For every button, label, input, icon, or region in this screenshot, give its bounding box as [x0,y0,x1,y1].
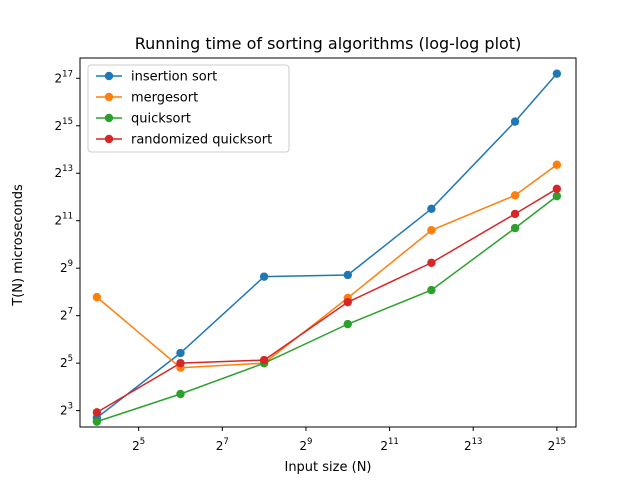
legend-label: mergesort [131,91,198,106]
data-point [427,285,436,295]
data-point [427,226,436,235]
y-tick-label: 25 [60,354,73,370]
data-point [176,389,185,399]
legend-label: randomized quicksort [131,133,272,148]
data-point [92,292,102,302]
y-tick-label: 23 [60,402,73,418]
legend-item: insertion sort [96,70,217,85]
chart-title: Running time of sorting algorithms (log-… [135,34,522,53]
legend-item: quicksort [96,112,191,127]
data-point [343,319,352,329]
y-tick-label: 215 [55,117,73,133]
data-point [427,204,436,214]
series-mergesort [92,160,562,372]
data-point [92,417,102,426]
data-point [510,223,520,233]
series-layer [92,69,562,426]
legend-label: insertion sort [131,70,217,85]
data-point [552,191,562,201]
y-tick-label: 217 [55,69,73,85]
legend-item: mergesort [96,91,198,106]
x-tick-label: 215 [548,437,566,453]
series-line [96,164,558,369]
legend-marker [104,113,114,123]
data-point [552,69,562,78]
data-point [510,191,520,200]
series-quicksort [92,191,562,426]
x-tick-label: 213 [464,437,482,453]
legend-label: quicksort [131,112,191,127]
data-point [510,209,520,219]
x-tick-label: 211 [380,437,398,453]
legend-marker [104,92,114,102]
series-line [96,188,558,414]
y-tick-label: 211 [55,212,73,228]
data-point [427,258,436,267]
y-tick-label: 213 [55,164,73,180]
y-tick-label: 29 [60,259,73,275]
series-randomized-quicksort [92,184,562,417]
x-tick-label: 27 [216,437,229,453]
data-point [92,408,102,417]
x-tick-label: 25 [132,437,145,453]
x-axis-ticks: 25 27 29 211 213 215 [132,427,566,453]
x-axis-label: Input size (N) [284,460,371,475]
data-point [176,348,185,358]
data-point [259,355,269,365]
legend-marker [104,134,114,144]
legend-box [87,64,290,153]
data-point [176,358,185,368]
x-tick-label: 29 [299,437,312,453]
data-point [552,184,562,194]
data-point [343,270,352,280]
y-tick-label: 27 [60,307,73,323]
plot-area-frame [79,57,577,428]
legend: insertion sort mergesort quicksort randomiz… [87,64,290,153]
y-axis-ticks: 23 25 27 29 211 213 215 217 [55,69,80,418]
data-point [343,297,352,307]
data-point [510,117,520,126]
legend-marker [104,71,114,81]
data-point [259,272,269,281]
y-axis-label: T(N) microseconds [11,184,26,307]
legend-item: randomized quicksort [96,133,272,148]
data-point [552,160,562,169]
